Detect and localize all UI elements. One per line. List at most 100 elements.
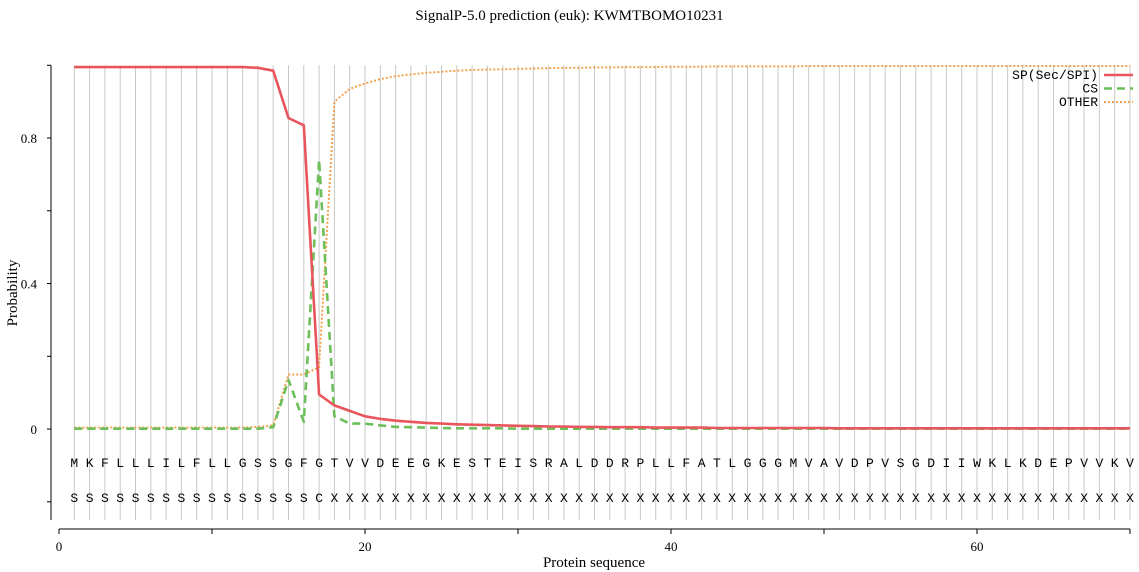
annotation-residue: S (300, 491, 308, 506)
x-tick-label: 20 (359, 539, 372, 554)
sequence-residue: K (1019, 456, 1027, 471)
y-tick-label: 0.4 (21, 277, 38, 292)
sequence-residue: F (101, 456, 109, 471)
annotation-residue: X (774, 491, 782, 506)
sequence-residue: S (254, 456, 262, 471)
series-lines (74, 65, 1130, 431)
sequence-residue: S (897, 456, 905, 471)
sequence-residue: E (392, 456, 400, 471)
sequence-residue: P (636, 456, 644, 471)
annotation-residue: X (438, 491, 446, 506)
annotation-residue: X (958, 491, 966, 506)
sequence-residue: I (942, 456, 950, 471)
sequence-residue: D (927, 456, 935, 471)
sequence-residue: T (483, 456, 491, 471)
sequence-residue: A (560, 456, 568, 471)
annotation-residue: X (1095, 491, 1103, 506)
annotation-residue: X (1034, 491, 1042, 506)
annotation-residue: S (162, 491, 170, 506)
sequence-residue: V (835, 456, 843, 471)
annotation-residue: X (682, 491, 690, 506)
annotation-residue: X (759, 491, 767, 506)
sequence-residue: L (575, 456, 583, 471)
annotation-residue: X (621, 491, 629, 506)
sequence-residue: D (606, 456, 614, 471)
sequence-residue: L (1004, 456, 1012, 471)
annotation-residue: C (315, 491, 323, 506)
legend-label: SP(Sec/SPI) (1012, 68, 1098, 83)
annotation-residue: X (973, 491, 981, 506)
annotation-residue: X (805, 491, 813, 506)
sequence-residue: R (621, 456, 629, 471)
annotation-residue: X (422, 491, 430, 506)
y-tick-label: 0 (31, 422, 38, 437)
sequence-residue: V (881, 456, 889, 471)
annotation-residue: X (361, 491, 369, 506)
sequence-residue: L (147, 456, 155, 471)
sequence-residue: V (1095, 456, 1103, 471)
annotation-residue: S (177, 491, 185, 506)
sequence-residue: S (269, 456, 277, 471)
sequence-residue: G (744, 456, 752, 471)
annotation-residue: S (193, 491, 201, 506)
sequence-residue: L (728, 456, 736, 471)
annotation-residue: X (453, 491, 461, 506)
annotation-residue: X (927, 491, 935, 506)
annotation-residue: S (86, 491, 94, 506)
sequence-residue: F (193, 456, 201, 471)
annotation-residue: X (835, 491, 843, 506)
sequence-residue: A (698, 456, 706, 471)
annotation-residue: X (667, 491, 675, 506)
legend-label: OTHER (1059, 95, 1098, 110)
sequence-residue: L (177, 456, 185, 471)
sequence-residue: A (820, 456, 828, 471)
sequence-residue: R (545, 456, 553, 471)
y-axis-label: Probability (5, 259, 21, 326)
annotation-residue: X (499, 491, 507, 506)
annotation-residue: X (698, 491, 706, 506)
sequence-residue: S (468, 456, 476, 471)
sequence-residue: E (407, 456, 415, 471)
annotation-residue: X (652, 491, 660, 506)
annotation-residue: X (468, 491, 476, 506)
annotation-residue: X (636, 491, 644, 506)
annotation-residue: S (239, 491, 247, 506)
annotation-residue: X (1126, 491, 1134, 506)
annotation-residue: X (407, 491, 415, 506)
annotation-residue: X (483, 491, 491, 506)
sequence-residue: I (514, 456, 522, 471)
annotation-residue: S (285, 491, 293, 506)
series-line-other (74, 65, 1130, 429)
x-tick-label: 60 (971, 539, 984, 554)
sequence-residue: V (805, 456, 813, 471)
sequence-residue: L (116, 456, 124, 471)
sequence-residue: G (912, 456, 920, 471)
sequence-residue: K (86, 456, 94, 471)
x-tick-label: 0 (56, 539, 63, 554)
sequence-residue: G (774, 456, 782, 471)
annotation-residue: X (392, 491, 400, 506)
annotation-residue: X (820, 491, 828, 506)
sequence-residue: D (591, 456, 599, 471)
annotation-residue: S (70, 491, 78, 506)
annotation-residue: X (1065, 491, 1073, 506)
annotation-residue: X (346, 491, 354, 506)
sequence-residue: L (132, 456, 140, 471)
sequence-residue: I (958, 456, 966, 471)
sequence-residue: L (652, 456, 660, 471)
annotation-residue: X (1050, 491, 1058, 506)
sequence-residue: G (759, 456, 767, 471)
legend-label: CS (1082, 82, 1098, 97)
annotation-residue: X (881, 491, 889, 506)
series-line-cs (74, 158, 1130, 431)
sequence-residue: K (988, 456, 996, 471)
sequence-residue: G (422, 456, 430, 471)
annotation-residue: X (330, 491, 338, 506)
sequence-residue: T (330, 456, 338, 471)
sequence-residue: V (1080, 456, 1088, 471)
sequence-residue: V (361, 456, 369, 471)
sequence-residue: L (667, 456, 675, 471)
sequence-residue: V (1126, 456, 1134, 471)
x-axis-label: Protein sequence (543, 555, 645, 571)
annotation-residue: S (101, 491, 109, 506)
